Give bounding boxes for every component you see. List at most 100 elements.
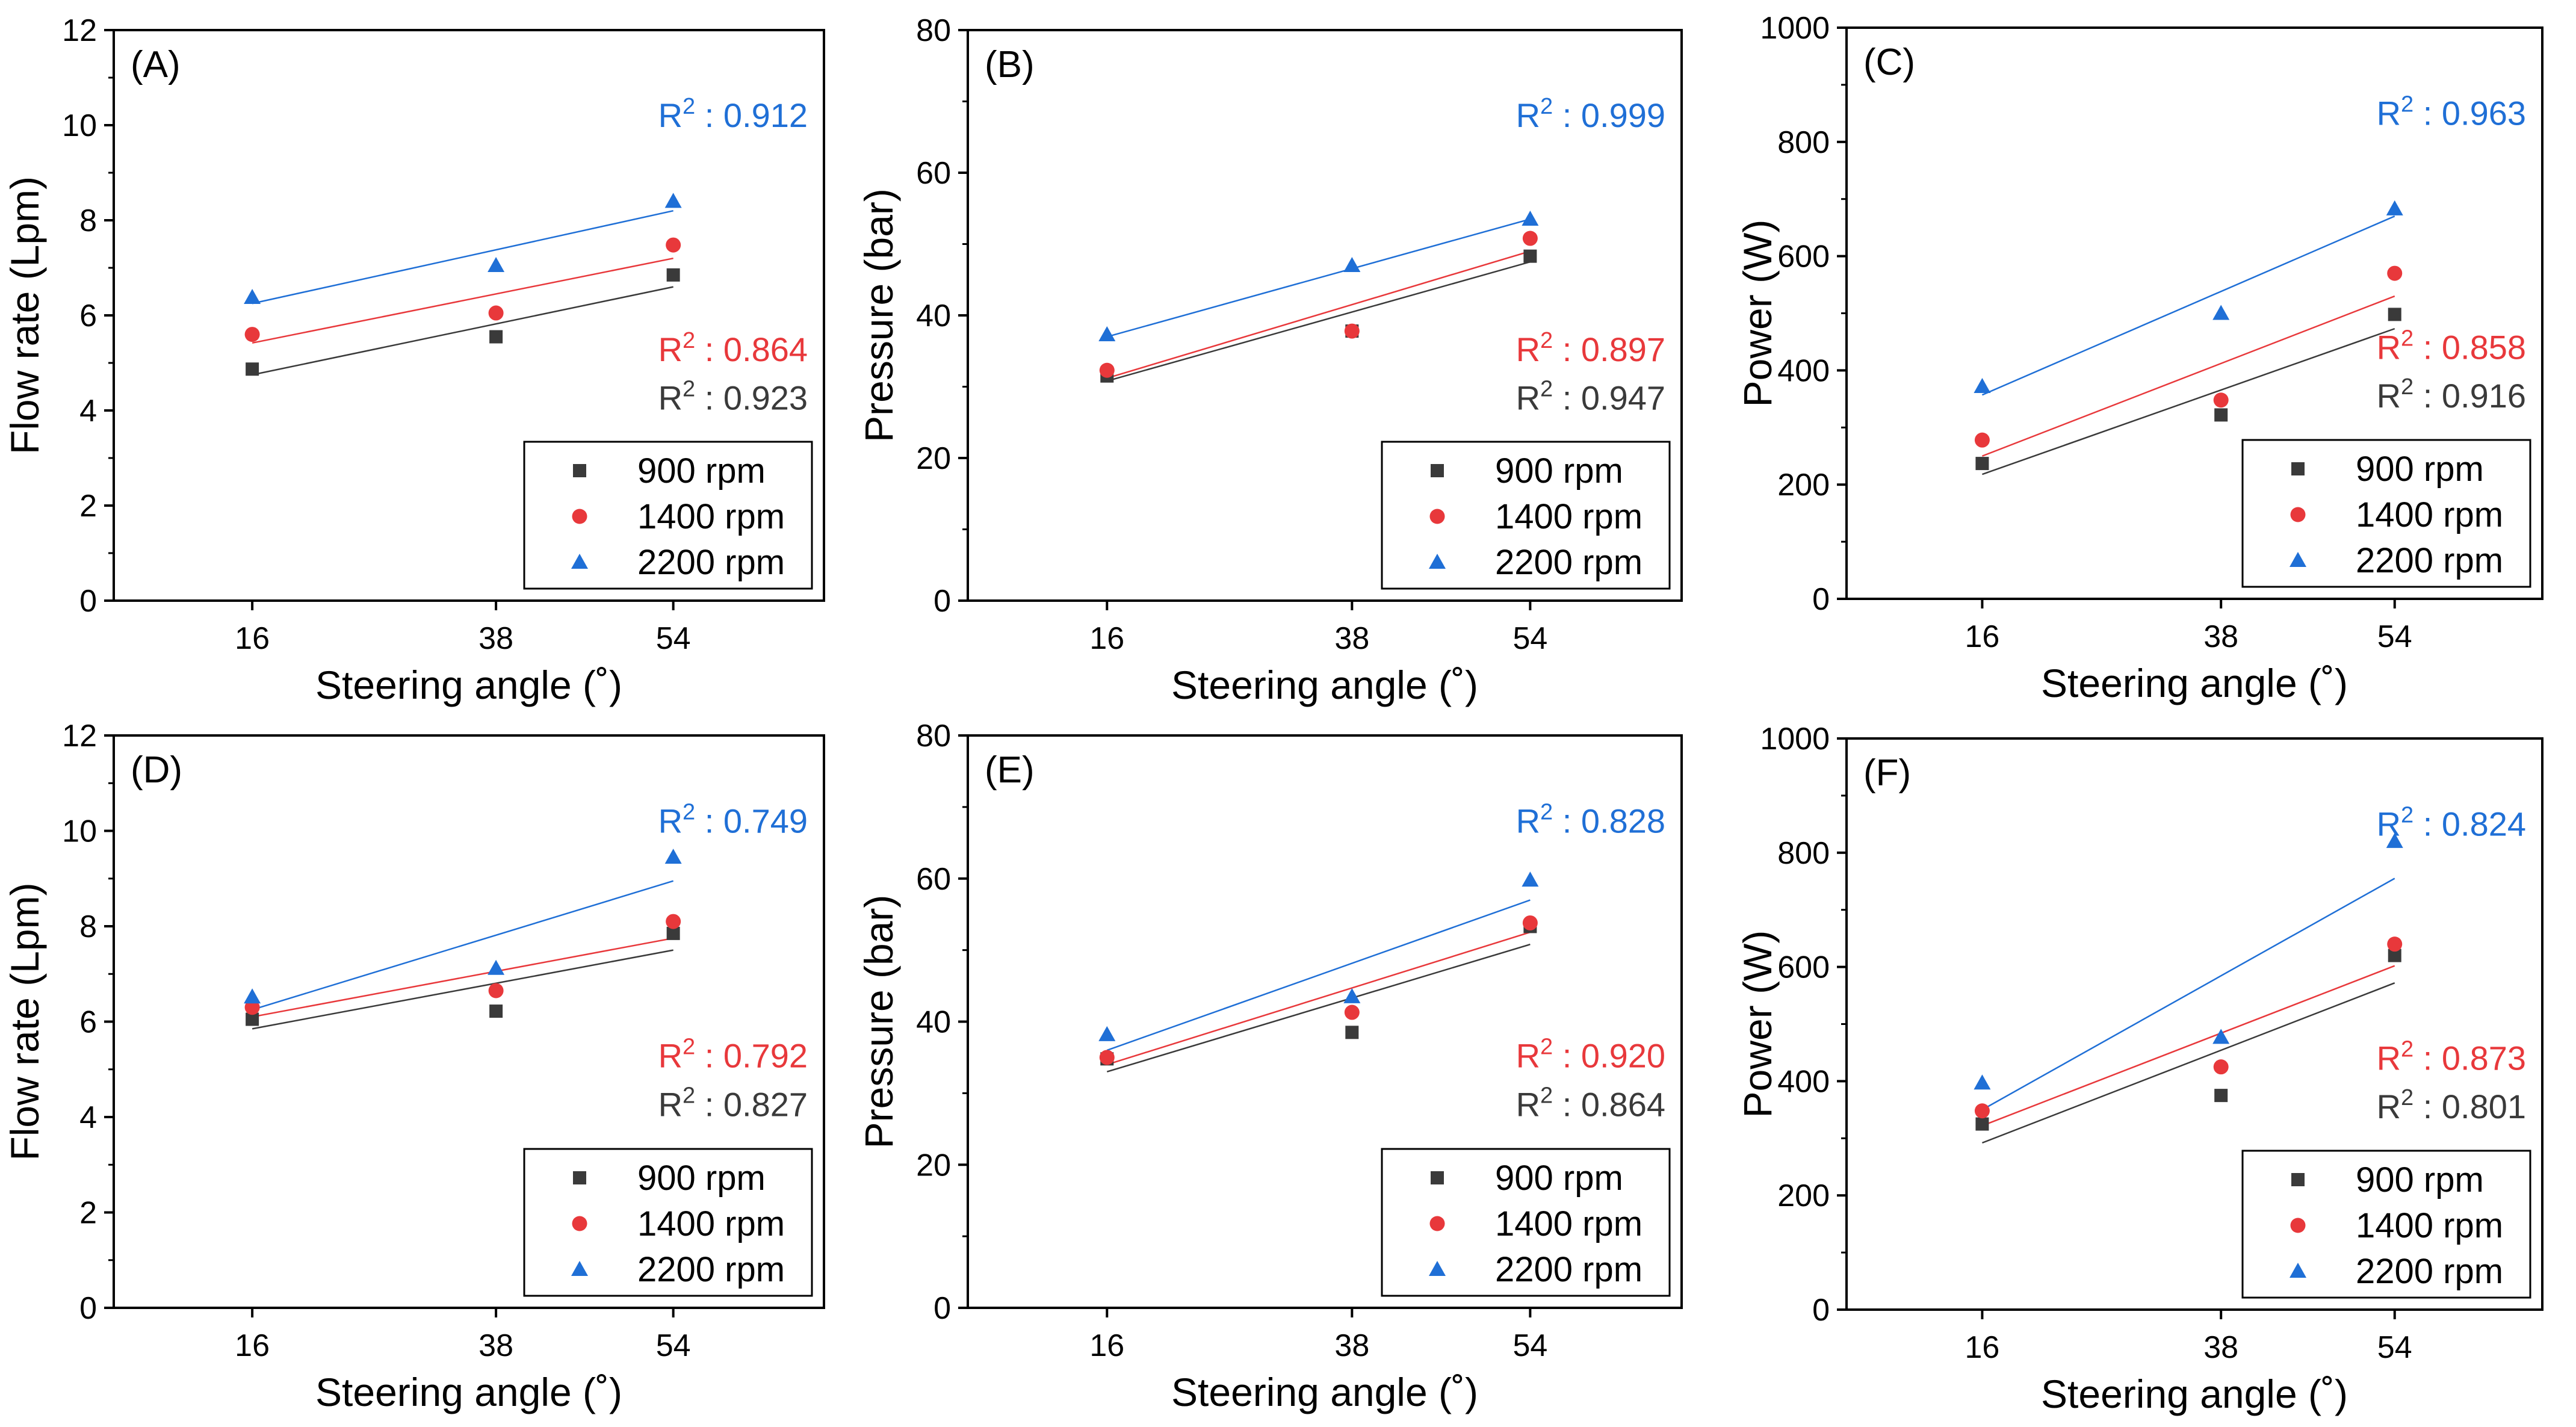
data-point-triangle	[244, 988, 261, 1004]
fit-line	[1981, 878, 2395, 1110]
data-point-square	[2214, 1089, 2228, 1103]
y-tick-label: 600	[1777, 950, 1830, 985]
y-tick-label: 10	[62, 108, 97, 143]
x-tick-label: 16	[235, 621, 270, 656]
legend: 900 rpm 1400 rpm 2200 rpm	[1381, 441, 1671, 590]
data-point-circle	[1099, 362, 1115, 378]
y-tick-label: 4	[79, 1100, 97, 1135]
legend-label: 900 rpm	[2356, 450, 2484, 489]
data-point-square	[1431, 1171, 1444, 1184]
chart-panel: 0 2 4 6 8 10 12 16 38 54 Steering angle (˚) Flow ra…	[2, 719, 825, 1414]
r-squared-label: R2 : 0.873	[2377, 1036, 2526, 1077]
data-point-circle	[244, 327, 260, 342]
x-tick-label: 38	[478, 621, 513, 656]
chart-panel: 0 200 400 600 800 1000 16 38 54 Steering angle (˚…	[1735, 11, 2543, 705]
data-point-triangle	[2290, 1263, 2306, 1278]
y-tick-label: 800	[1777, 125, 1830, 160]
legend-label: 1400 rpm	[1495, 497, 1643, 536]
legend-label: 2200 rpm	[637, 1250, 785, 1289]
data-point-circle	[2387, 936, 2403, 952]
data-point-circle	[2213, 1059, 2229, 1075]
data-point-circle	[1522, 231, 1538, 246]
y-axis-title: Pressure (bar)	[856, 188, 901, 442]
legend-label: 1400 rpm	[2356, 495, 2503, 534]
y-tick-label: 20	[916, 441, 951, 476]
y-tick-label: 0	[933, 584, 951, 619]
panel-label: (B)	[985, 44, 1035, 85]
y-tick-label: 8	[79, 909, 97, 944]
fit-line	[252, 257, 673, 344]
y-tick-label: 6	[79, 1005, 97, 1040]
data-point-triangle	[571, 1261, 588, 1276]
fit-line	[1106, 931, 1531, 1066]
x-tick-label: 38	[2203, 619, 2238, 654]
y-tick-label: 400	[1777, 1064, 1830, 1099]
x-tick-label: 38	[1334, 621, 1369, 656]
data-point-circle	[244, 1000, 260, 1015]
y-tick-label: 0	[1812, 1293, 1830, 1328]
panel-label: (D)	[131, 749, 182, 791]
y-tick-label: 6	[79, 299, 97, 333]
data-point-square	[2291, 1173, 2305, 1186]
legend-label: 1400 rpm	[637, 497, 785, 536]
data-point-triangle	[1343, 988, 1361, 1003]
legend-label: 2200 rpm	[1495, 543, 1643, 582]
data-point-circle	[1974, 432, 1990, 448]
x-tick-label: 16	[1965, 619, 2000, 654]
r-squared-label: R2 : 0.824	[2377, 802, 2526, 843]
data-point-triangle	[1522, 211, 1539, 226]
panel-label: (C)	[1863, 42, 1915, 83]
r-squared-label: R2 : 0.947	[1516, 376, 1665, 416]
y-tick-label: 80	[916, 719, 951, 754]
legend-label: 1400 rpm	[637, 1204, 785, 1243]
x-tick-label: 54	[656, 1328, 691, 1363]
data-point-triangle	[488, 959, 505, 975]
data-point-square	[573, 464, 586, 477]
y-axis-title: Power (W)	[1735, 220, 1780, 407]
data-point-circle	[1429, 1216, 1445, 1231]
y-tick-label: 60	[916, 862, 951, 897]
fit-line	[1106, 218, 1531, 338]
legend: 900 rpm 1400 rpm 2200 rpm	[1381, 1148, 1671, 1297]
data-point-square	[2388, 308, 2401, 321]
x-axis-title: Steering angle (˚)	[1171, 663, 1478, 707]
chart-panel: 0 2 4 6 8 10 12 16 38 54 Steering angle (˚) Flow ra…	[2, 13, 825, 707]
y-tick-label: 600	[1777, 240, 1830, 274]
data-point-triangle	[664, 849, 682, 864]
legend: 900 rpm 1400 rpm 2200 rpm	[2241, 439, 2531, 588]
fit-line	[252, 937, 673, 1018]
x-tick-label: 16	[1089, 621, 1124, 656]
data-point-triangle	[1974, 377, 1991, 393]
data-point-triangle	[244, 288, 261, 304]
x-axis-title: Steering angle (˚)	[315, 663, 622, 707]
data-point-circle	[2387, 265, 2403, 281]
legend: 900 rpm 1400 rpm 2200 rpm	[2241, 1150, 2531, 1299]
y-tick-label: 2	[79, 1196, 97, 1231]
r-squared-label: R2 : 0.864	[1516, 1083, 1665, 1123]
data-point-triangle	[2386, 832, 2403, 848]
y-axis-title: Flow rate (Lpm)	[2, 882, 47, 1160]
data-point-circle	[1974, 1103, 1990, 1119]
legend-label: 2200 rpm	[1495, 1250, 1643, 1289]
data-point-square	[1345, 1026, 1359, 1039]
x-axis-title: Steering angle (˚)	[2041, 661, 2348, 705]
x-tick-label: 54	[1512, 1328, 1547, 1363]
data-point-circle	[2290, 1218, 2306, 1233]
data-point-circle	[2213, 392, 2229, 408]
data-point-triangle	[1429, 554, 1446, 569]
y-axis-title: Pressure (bar)	[856, 895, 901, 1149]
data-point-triangle	[488, 257, 505, 273]
data-point-triangle	[2212, 305, 2230, 320]
data-point-circle	[1429, 509, 1445, 524]
x-tick-label: 38	[478, 1328, 513, 1363]
data-point-circle	[1099, 1050, 1115, 1065]
legend-label: 900 rpm	[1495, 1159, 1623, 1198]
data-point-circle	[2290, 507, 2306, 522]
r-squared-label: R2 : 0.963	[2377, 91, 2526, 132]
y-tick-label: 1000	[1760, 11, 1830, 46]
y-tick-label: 40	[916, 1005, 951, 1040]
y-tick-label: 1000	[1760, 722, 1830, 757]
data-point-square	[489, 330, 503, 344]
data-point-triangle	[1343, 257, 1361, 273]
r-squared-label: R2 : 0.897	[1516, 328, 1665, 368]
